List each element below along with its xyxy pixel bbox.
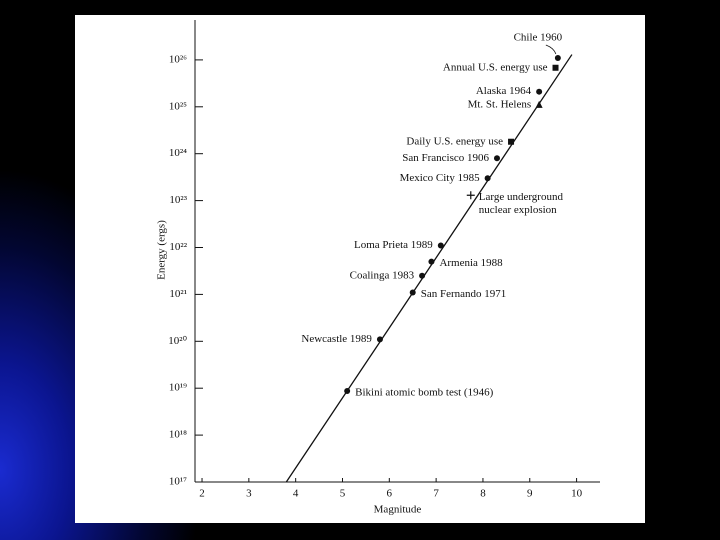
x-tick-label: 2 — [199, 488, 205, 500]
point — [536, 88, 543, 95]
point — [535, 100, 543, 108]
y-tick-label: 10²⁰ — [168, 335, 187, 347]
y-tick-label: 10¹⁸ — [169, 429, 187, 441]
label-arrow — [545, 44, 557, 55]
point — [409, 289, 416, 296]
point — [554, 54, 561, 61]
point — [484, 175, 491, 182]
x-tick-label: 5 — [340, 488, 346, 500]
point-label: Coalinga 1983 — [350, 269, 415, 281]
x-tick-label: 10 — [571, 488, 583, 500]
y-tick-label: 10²⁶ — [169, 53, 187, 65]
point — [437, 242, 444, 249]
y-tick-label: 10¹⁷ — [169, 476, 187, 488]
x-tick-label: 6 — [387, 488, 393, 500]
point — [376, 336, 383, 343]
trend-line — [285, 54, 573, 483]
x-tick-label: 4 — [293, 488, 299, 500]
point — [493, 155, 500, 162]
y-tick-label: 10¹⁹ — [169, 382, 187, 394]
point-label: Mexico City 1985 — [400, 172, 481, 184]
point-label: Annual U.S. energy use — [443, 61, 548, 73]
x-tick-label: 9 — [527, 488, 533, 500]
point — [428, 258, 435, 265]
point-label: Chile 1960 — [514, 31, 563, 43]
point-label: Armenia 1988 — [439, 257, 503, 269]
x-axis-title: Magnitude — [374, 504, 422, 516]
point-label: Alaska 1964 — [476, 85, 532, 97]
y-tick-label: 10²⁵ — [169, 100, 187, 112]
y-tick-label: 10²² — [169, 241, 187, 253]
y-tick-label: 10²¹ — [169, 288, 187, 300]
point-label: Mt. St. Helens — [468, 98, 532, 110]
point-label: San Francisco 1906 — [402, 152, 489, 164]
x-tick-label: 3 — [246, 488, 252, 500]
y-tick-label: 10²⁴ — [169, 147, 187, 159]
point-label: Daily U.S. energy use — [406, 135, 503, 147]
y-tick-label: 10²³ — [169, 194, 187, 206]
point-label: Loma Prieta 1989 — [354, 239, 433, 251]
point-label: San Fernando 1971 — [421, 288, 507, 300]
point-label: Bikini atomic bomb test (1946) — [355, 387, 493, 399]
x-tick-label: 8 — [480, 488, 486, 500]
point-label: Newcastle 1989 — [301, 333, 372, 345]
point — [552, 64, 559, 71]
point-label: nuclear explosion — [479, 204, 557, 216]
point — [419, 272, 426, 279]
point — [466, 191, 475, 200]
x-tick-label: 7 — [433, 488, 439, 500]
point-label: Large underground — [479, 191, 564, 203]
y-axis-title: Energy (ergs) — [156, 220, 168, 280]
chart-panel — [75, 15, 645, 523]
point — [508, 138, 515, 145]
point — [344, 388, 351, 395]
